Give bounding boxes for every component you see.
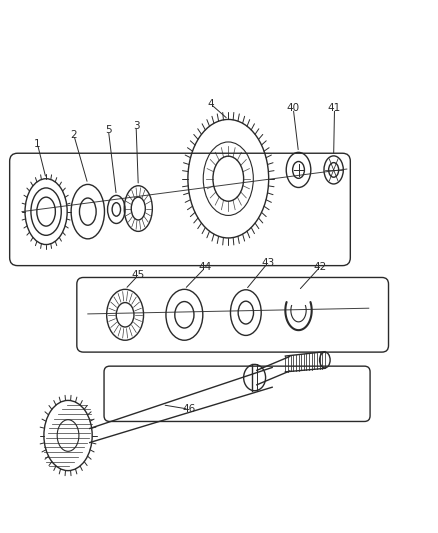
Text: 2: 2: [70, 130, 77, 140]
Text: 3: 3: [132, 121, 139, 131]
Text: 1: 1: [34, 139, 41, 149]
Text: 44: 44: [198, 262, 212, 272]
Text: 40: 40: [286, 103, 299, 114]
Text: 43: 43: [261, 258, 274, 268]
Text: 45: 45: [131, 270, 145, 280]
Text: 46: 46: [182, 404, 195, 414]
Text: 42: 42: [313, 262, 326, 271]
Text: 5: 5: [105, 125, 112, 135]
Text: 4: 4: [207, 99, 214, 109]
Text: 41: 41: [327, 103, 340, 114]
